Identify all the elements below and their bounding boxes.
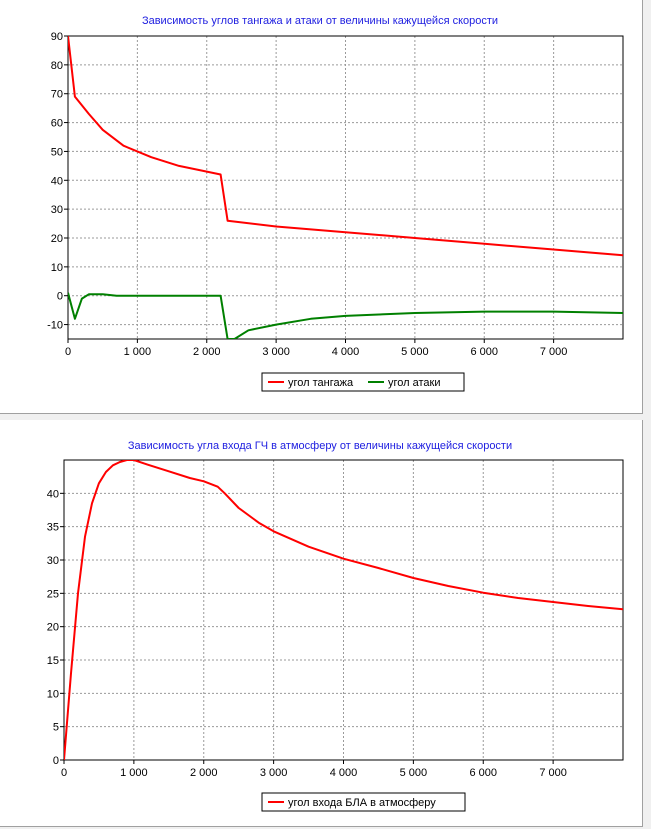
- legend-box: [261, 372, 465, 392]
- y-tick-label: 0: [53, 755, 59, 767]
- x-tick-label: 4 000: [332, 346, 360, 358]
- x-tick-label: 0: [61, 767, 67, 779]
- y-tick-label: 40: [51, 175, 63, 187]
- chart-panel-1: Зависимость углов тангажа и атаки от вел…: [0, 0, 643, 414]
- y-tick-label: -10: [47, 320, 63, 332]
- y-tick-label: 5: [53, 722, 59, 734]
- x-tick-label: 5 000: [401, 346, 429, 358]
- y-tick-label: 30: [51, 204, 63, 216]
- x-tick-label: 6 000: [470, 346, 498, 358]
- y-tick-label: 25: [47, 588, 59, 600]
- x-tick-label: 4 000: [330, 767, 358, 779]
- series-line-1: [64, 460, 623, 760]
- plot-border: [63, 459, 624, 761]
- x-tick-label: 7 000: [540, 346, 568, 358]
- legend-label-1: угол входа БЛА в атмосферу: [288, 797, 436, 809]
- x-tick-label: 3 000: [262, 346, 290, 358]
- y-tick-label: 30: [47, 555, 59, 567]
- y-tick-label: 35: [47, 522, 59, 534]
- y-tick-label: 40: [47, 488, 59, 500]
- legend: угол тангажа угол атаки: [261, 372, 465, 392]
- y-tick-label: 10: [47, 688, 59, 700]
- y-tick-label: 20: [51, 233, 63, 245]
- chart-1: Зависимость углов тангажа и атаки от вел…: [47, 15, 624, 392]
- legend-box: [261, 792, 466, 812]
- y-tick-label: 80: [51, 60, 63, 72]
- x-tick-label: 1 000: [120, 767, 148, 779]
- x-tick-label: 7 000: [539, 767, 567, 779]
- x-tick-label: 6 000: [469, 767, 497, 779]
- x-tick-label: 3 000: [260, 767, 288, 779]
- chart-panel-2: Зависимость угла входа ГЧ в атмосферу от…: [0, 420, 643, 827]
- legend-label-1: угол тангажа: [288, 377, 354, 389]
- y-tick-label: 10: [51, 262, 63, 274]
- chart-2: Зависимость угла входа ГЧ в атмосферу от…: [47, 440, 624, 812]
- y-tick-label: 0: [57, 291, 63, 303]
- y-tick-label: 20: [47, 622, 59, 634]
- x-tick-label: 1 000: [124, 346, 152, 358]
- chart-title: Зависимость угла входа ГЧ в атмосферу от…: [128, 440, 512, 452]
- chart-title: Зависимость углов тангажа и атаки от вел…: [142, 15, 498, 27]
- x-tick-label: 5 000: [400, 767, 428, 779]
- x-tick-label: 2 000: [193, 346, 221, 358]
- x-tick-label: 2 000: [190, 767, 218, 779]
- y-tick-label: 90: [51, 31, 63, 43]
- y-tick-label: 50: [51, 146, 63, 158]
- y-tick-label: 15: [47, 655, 59, 667]
- x-tick-label: 0: [65, 346, 71, 358]
- series-line-2: [68, 292, 623, 339]
- y-tick-label: 60: [51, 118, 63, 130]
- plot-border: [67, 35, 624, 340]
- y-tick-label: 70: [51, 89, 63, 101]
- legend-label-2: угол атаки: [388, 377, 441, 389]
- legend: угол входа БЛА в атмосферу: [261, 792, 466, 812]
- series-line-1: [68, 36, 623, 257]
